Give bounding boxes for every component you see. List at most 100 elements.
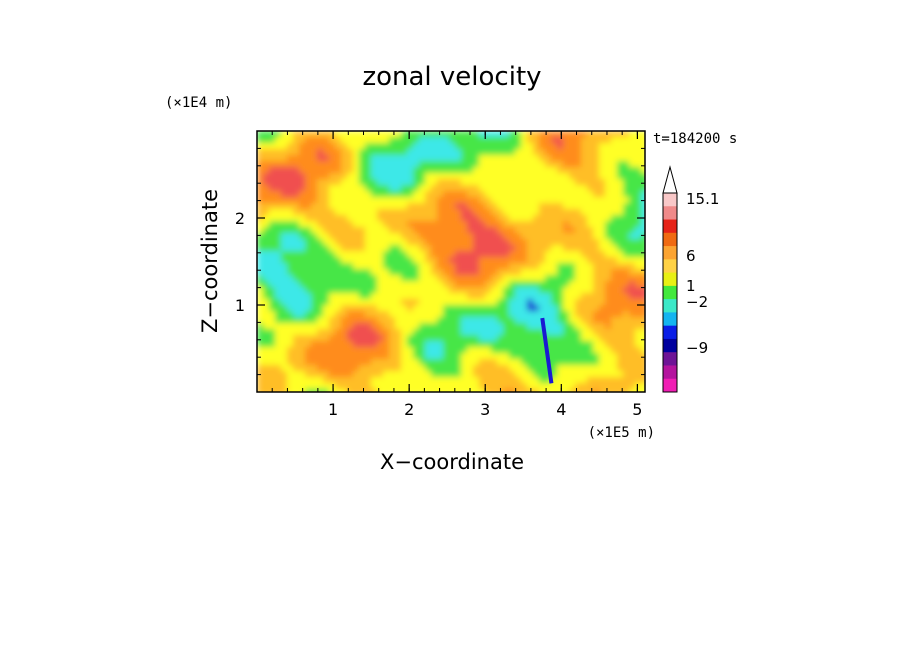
- field-cell: [395, 383, 402, 390]
- field-cell: [635, 233, 642, 240]
- field-cell: [383, 281, 390, 288]
- field-cell: [575, 197, 582, 204]
- field-cell: [593, 221, 600, 228]
- field-cells: [257, 131, 645, 392]
- field-cell: [329, 275, 336, 282]
- field-cell: [329, 299, 336, 306]
- field-cell: [485, 287, 492, 294]
- field-cell: [593, 353, 600, 360]
- field-cell: [269, 353, 276, 360]
- field-cell: [395, 257, 402, 264]
- field-cell: [623, 221, 630, 228]
- field-cell: [401, 263, 408, 270]
- field-cell: [269, 161, 276, 168]
- field-cell: [323, 383, 330, 390]
- field-cell: [521, 191, 528, 198]
- field-cell: [407, 275, 414, 282]
- field-cell: [263, 329, 270, 336]
- field-cell: [419, 371, 426, 378]
- field-cell: [527, 377, 534, 384]
- field-cell: [275, 317, 282, 324]
- field-cell: [425, 227, 432, 234]
- field-cell: [563, 149, 570, 156]
- field-cell: [425, 173, 432, 180]
- field-cell: [539, 239, 546, 246]
- field-cell: [413, 197, 420, 204]
- field-cell: [491, 191, 498, 198]
- field-cell: [593, 251, 600, 258]
- field-cell: [293, 221, 300, 228]
- field-cell: [593, 143, 600, 150]
- field-cell: [419, 263, 426, 270]
- field-cell: [263, 203, 270, 210]
- field-cell: [275, 155, 282, 162]
- field-cell: [605, 173, 612, 180]
- field-cell: [599, 269, 606, 276]
- field-cell: [269, 317, 276, 324]
- field-cell: [347, 389, 354, 392]
- field-cell: [527, 287, 534, 294]
- field-cell: [575, 245, 582, 252]
- field-cell: [599, 203, 606, 210]
- field-cell: [593, 287, 600, 294]
- field-cell: [527, 209, 534, 216]
- field-cell: [263, 173, 270, 180]
- field-cell: [629, 155, 636, 162]
- field-cell: [317, 341, 324, 348]
- field-cell: [545, 281, 552, 288]
- field-cell: [587, 155, 594, 162]
- field-cell: [347, 365, 354, 372]
- field-cell: [605, 389, 612, 392]
- field-cell: [293, 389, 300, 392]
- field-cell: [485, 329, 492, 336]
- field-cell: [383, 275, 390, 282]
- field-cell: [353, 341, 360, 348]
- field-cell: [419, 161, 426, 168]
- field-cell: [341, 149, 348, 156]
- field-cell: [335, 143, 342, 150]
- field-cell: [467, 251, 474, 258]
- field-cell: [485, 299, 492, 306]
- field-cell: [473, 173, 480, 180]
- field-cell: [455, 365, 462, 372]
- field-cell: [275, 149, 282, 156]
- field-cell: [413, 161, 420, 168]
- field-cell: [257, 335, 264, 342]
- field-cell: [497, 263, 504, 270]
- field-cell: [599, 137, 606, 144]
- field-cell: [275, 323, 282, 330]
- field-cell: [413, 323, 420, 330]
- field-cell: [287, 251, 294, 258]
- field-cell: [587, 281, 594, 288]
- field-cell: [581, 155, 588, 162]
- field-cell: [263, 335, 270, 342]
- field-cell: [575, 335, 582, 342]
- field-cell: [557, 149, 564, 156]
- field-cell: [263, 221, 270, 228]
- field-cell: [407, 155, 414, 162]
- field-cell: [473, 233, 480, 240]
- field-cell: [611, 263, 618, 270]
- field-cell: [623, 149, 630, 156]
- field-cell: [323, 131, 330, 138]
- field-cell: [479, 365, 486, 372]
- field-cell: [317, 203, 324, 210]
- field-cell: [575, 389, 582, 392]
- field-cell: [605, 251, 612, 258]
- field-cell: [395, 389, 402, 392]
- field-cell: [269, 251, 276, 258]
- field-cell: [641, 341, 645, 348]
- field-cell: [581, 269, 588, 276]
- field-cell: [359, 191, 366, 198]
- field-cell: [329, 323, 336, 330]
- field-cell: [521, 173, 528, 180]
- field-cell: [587, 203, 594, 210]
- field-cell: [467, 203, 474, 210]
- field-cell: [329, 293, 336, 300]
- field-cell: [311, 263, 318, 270]
- field-cell: [389, 365, 396, 372]
- field-cell: [431, 263, 438, 270]
- field-cell: [593, 335, 600, 342]
- field-cell: [407, 281, 414, 288]
- field-cell: [359, 155, 366, 162]
